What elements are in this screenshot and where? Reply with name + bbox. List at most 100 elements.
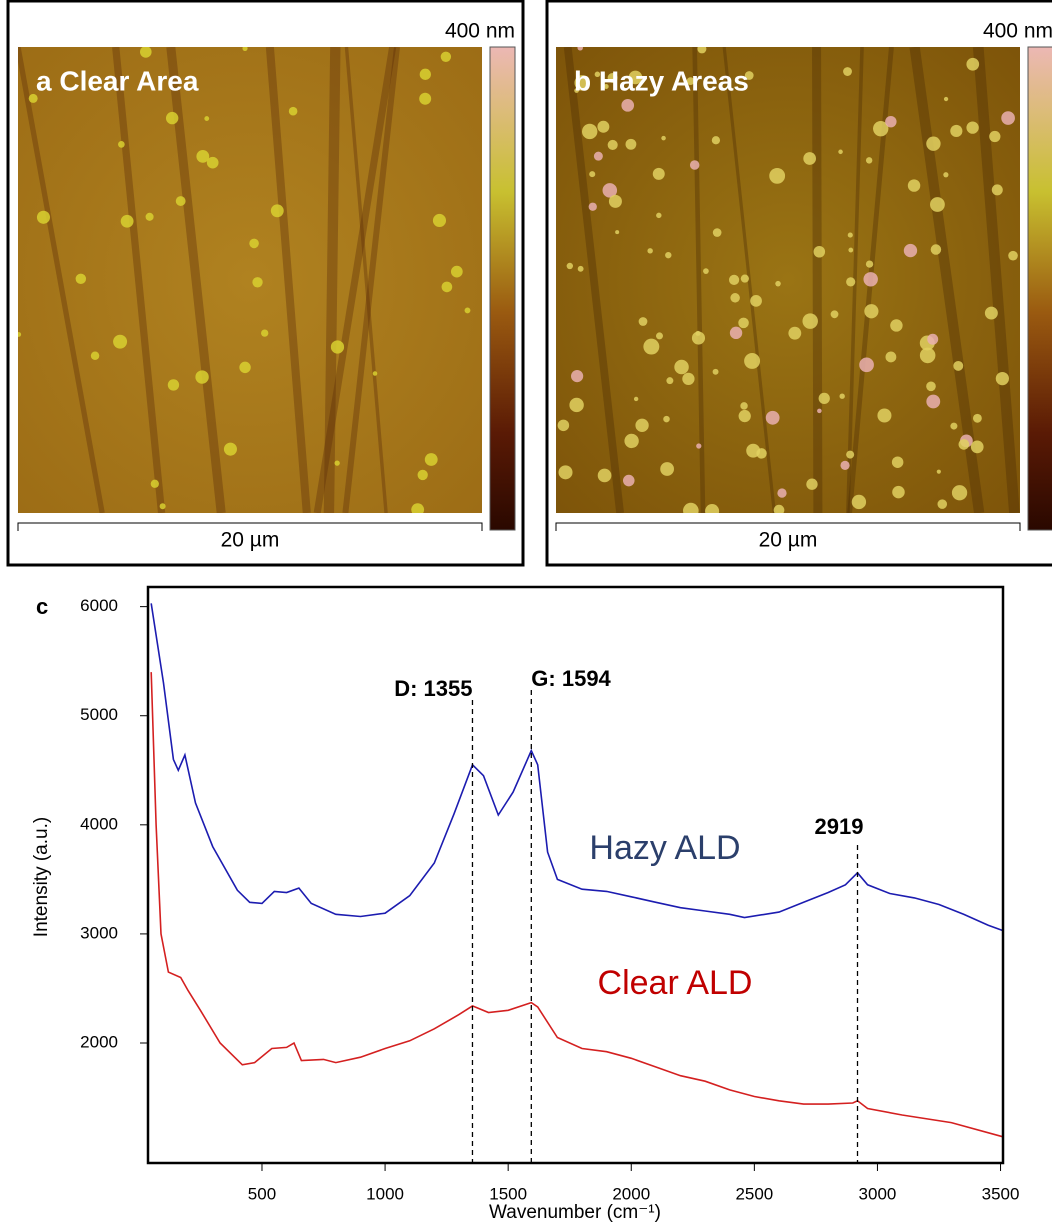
particle xyxy=(239,361,251,374)
particle xyxy=(417,469,428,481)
particle xyxy=(863,272,878,287)
particle xyxy=(450,265,463,278)
particle xyxy=(204,116,210,121)
particle xyxy=(927,333,939,345)
peak-label: D: 1355 xyxy=(394,676,472,701)
particle xyxy=(196,149,210,163)
fiber xyxy=(112,47,166,513)
x-tick-label: 3000 xyxy=(859,1184,897,1203)
particle xyxy=(843,67,852,76)
texture xyxy=(557,47,1020,513)
particle xyxy=(859,357,874,373)
particle xyxy=(615,230,620,235)
particle xyxy=(647,248,653,254)
fiber xyxy=(722,47,776,513)
particle xyxy=(652,167,665,180)
particle xyxy=(577,265,584,272)
colorbar-label: 400 nm xyxy=(445,20,515,43)
particle xyxy=(656,212,662,219)
particle xyxy=(864,304,879,319)
fiber xyxy=(344,47,388,513)
particle xyxy=(464,307,471,314)
particle xyxy=(628,70,643,85)
afm-image xyxy=(18,47,482,513)
particle xyxy=(803,152,817,165)
fiber xyxy=(812,47,823,513)
particle xyxy=(877,408,892,423)
particle xyxy=(432,213,447,228)
y-tick-label: 3000 xyxy=(80,923,118,942)
colorbar xyxy=(489,46,516,531)
particle xyxy=(972,413,982,423)
particle xyxy=(907,179,921,192)
particle xyxy=(419,68,431,80)
particle xyxy=(930,197,945,212)
particle xyxy=(165,111,179,125)
particle xyxy=(740,274,749,283)
particle xyxy=(885,115,897,128)
particle xyxy=(261,329,269,337)
particle xyxy=(995,371,1010,386)
y-tick-label: 4000 xyxy=(80,814,118,833)
particle xyxy=(839,393,845,399)
particle xyxy=(840,460,850,470)
particle xyxy=(926,381,936,392)
particle xyxy=(597,120,610,133)
particle xyxy=(936,469,941,474)
particle xyxy=(686,77,695,86)
particle xyxy=(740,402,748,410)
particle xyxy=(75,273,87,285)
texture xyxy=(18,47,471,513)
particle xyxy=(950,422,958,430)
particle xyxy=(970,440,984,454)
particle xyxy=(966,57,980,71)
particle xyxy=(1008,250,1018,261)
particle xyxy=(769,167,786,184)
particle xyxy=(937,499,948,509)
series-line xyxy=(150,603,1004,932)
particle xyxy=(682,372,695,385)
particle xyxy=(113,334,128,349)
particle xyxy=(18,332,22,337)
particle xyxy=(622,474,635,487)
particle xyxy=(951,485,968,501)
particle xyxy=(574,75,590,91)
particle xyxy=(885,351,897,363)
particle xyxy=(625,138,637,150)
particle xyxy=(643,338,660,355)
scale-bar-label: 20 µm xyxy=(759,529,818,552)
particle xyxy=(848,247,854,253)
particle xyxy=(223,442,237,456)
particle xyxy=(597,468,612,483)
y-tick-label: 2000 xyxy=(80,1032,118,1051)
particle xyxy=(697,47,707,54)
particle xyxy=(730,293,740,303)
particle xyxy=(683,502,699,513)
particle xyxy=(574,88,579,93)
particle xyxy=(744,353,761,369)
particle xyxy=(705,504,720,513)
particle xyxy=(817,408,822,414)
particle xyxy=(738,317,749,329)
x-tick-label: 500 xyxy=(248,1184,276,1203)
particle xyxy=(712,368,719,375)
particle xyxy=(846,277,856,287)
fiber xyxy=(265,47,311,513)
afm-panel: 400 nm a Clear Area 20 µm xyxy=(6,0,525,567)
particle xyxy=(607,72,618,83)
particle xyxy=(689,160,700,170)
particle xyxy=(806,478,818,490)
particle xyxy=(890,319,903,332)
particle xyxy=(571,370,584,383)
particle xyxy=(621,99,635,112)
particle xyxy=(633,396,639,402)
fiber xyxy=(18,47,105,513)
fiber xyxy=(846,47,864,513)
particle xyxy=(608,194,622,208)
particle xyxy=(252,277,263,288)
particle xyxy=(90,351,100,361)
particle xyxy=(703,268,709,274)
series-label: Hazy ALD xyxy=(589,829,740,867)
x-tick-label: 1500 xyxy=(489,1184,527,1203)
